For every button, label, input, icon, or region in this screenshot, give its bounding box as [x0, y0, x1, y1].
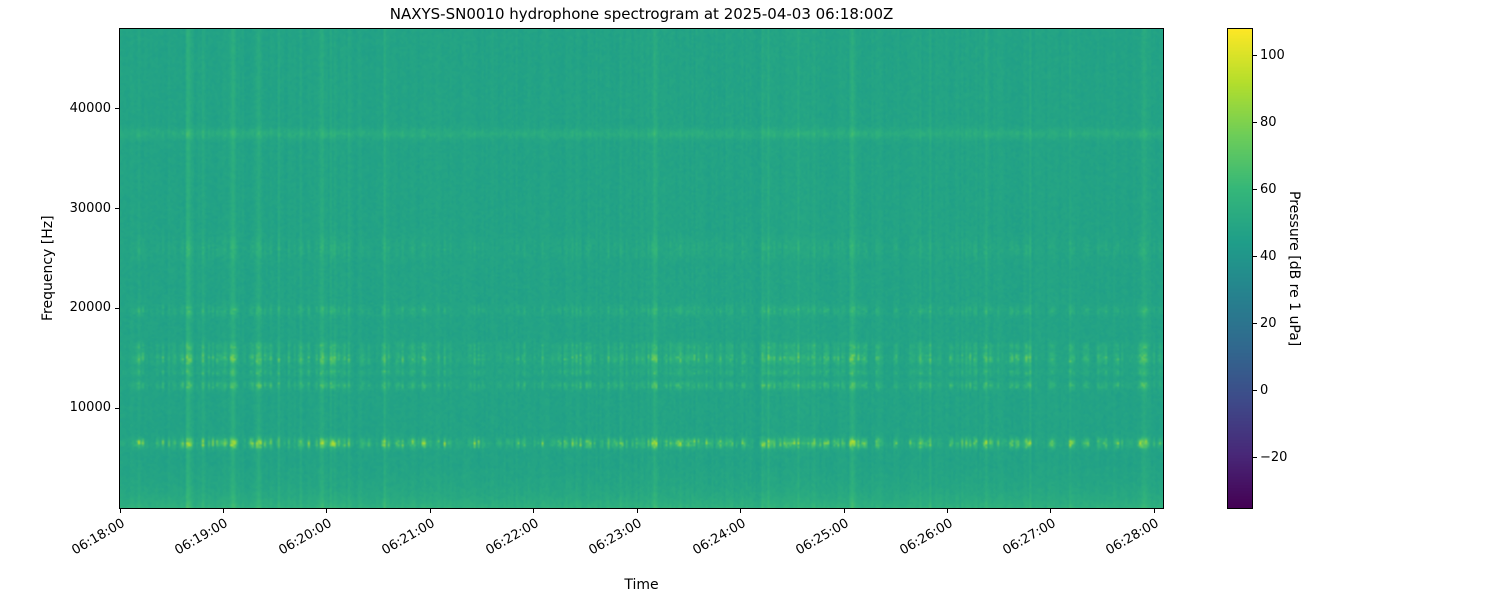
x-tick-mark: [429, 509, 431, 513]
y-tick-mark: [115, 108, 119, 110]
colorbar-tick-label: 60: [1260, 181, 1277, 197]
spectrogram-heatmap: [119, 28, 1164, 509]
y-tick-mark: [115, 407, 119, 409]
y-tick-label: 10000: [69, 400, 111, 416]
x-tick-mark: [326, 509, 328, 513]
x-tick-label: 06:26:00: [896, 516, 955, 559]
x-tick-label: 06:28:00: [1103, 516, 1162, 559]
y-tick-label: 20000: [69, 300, 111, 316]
x-tick-mark: [947, 509, 948, 513]
colorbar: [1227, 28, 1253, 509]
x-tick-mark: [222, 509, 224, 513]
x-tick-mark: [1153, 509, 1155, 513]
x-tick-label: 06:25:00: [793, 516, 852, 559]
colorbar-tick-mark: [1253, 55, 1257, 57]
colorbar-tick-label: 40: [1260, 248, 1277, 264]
colorbar-tick-label: 0: [1260, 382, 1269, 398]
colorbar-tick-mark: [1253, 390, 1257, 392]
x-tick-mark: [533, 509, 535, 513]
colorbar-tick-mark: [1253, 189, 1257, 191]
x-tick-label: 06:27:00: [1000, 516, 1059, 559]
x-tick-mark: [636, 509, 638, 513]
y-tick-label: 30000: [69, 200, 111, 216]
colorbar-tick-mark: [1253, 122, 1257, 124]
x-tick-label: 06:24:00: [690, 516, 749, 559]
y-tick-mark: [115, 208, 119, 210]
x-tick-mark: [843, 509, 845, 513]
x-axis-label: Time: [624, 577, 659, 593]
x-tick-mark: [1050, 509, 1052, 513]
colorbar-tick-label: 100: [1260, 47, 1285, 63]
x-tick-label: 06:18:00: [69, 516, 128, 559]
x-tick-label: 06:20:00: [276, 516, 335, 559]
x-tick-label: 06:21:00: [379, 516, 438, 559]
x-tick-label: 06:23:00: [586, 516, 645, 559]
colorbar-tick-mark: [1253, 323, 1257, 325]
colorbar-tick-label: 20: [1260, 315, 1277, 331]
y-tick-mark: [115, 307, 119, 309]
colorbar-label: Pressure [dB re 1 uPa]: [1286, 190, 1302, 347]
colorbar-tick-mark: [1253, 457, 1257, 459]
x-tick-mark: [740, 509, 742, 513]
x-tick-label: 06:22:00: [483, 516, 542, 559]
x-tick-label: 06:19:00: [172, 516, 231, 559]
colorbar-tick-mark: [1253, 256, 1257, 258]
y-tick-label: 40000: [69, 100, 111, 116]
chart-title: NAXYS-SN0010 hydrophone spectrogram at 2…: [389, 5, 894, 23]
colorbar-tick-label: 80: [1260, 114, 1277, 130]
colorbar-tick-label: −20: [1260, 449, 1288, 465]
x-tick-mark: [119, 509, 121, 513]
